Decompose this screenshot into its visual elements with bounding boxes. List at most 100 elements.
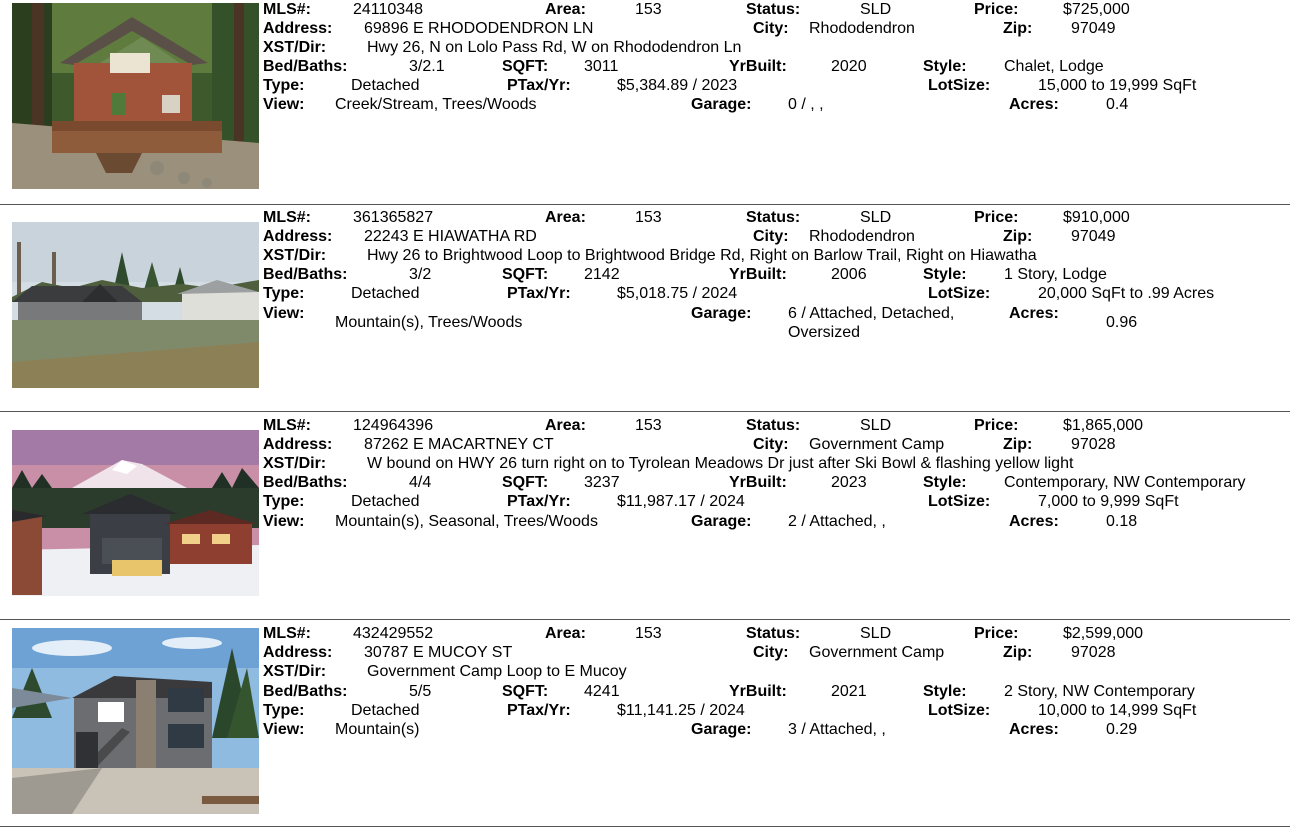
mls-number: 24110348	[353, 1, 423, 18]
xst-label: XST/Dir:	[263, 39, 327, 56]
zip-value: 97049	[1071, 20, 1116, 37]
garage-value: 2 / Attached, ,	[788, 513, 886, 530]
zip-label: Zip:	[1003, 436, 1033, 453]
city-value: Government Camp	[809, 644, 945, 661]
area-label: Area:	[545, 417, 586, 434]
type-value: Detached	[351, 493, 420, 510]
address-label: Address:	[263, 20, 333, 37]
type-label: Type:	[263, 77, 305, 94]
type-value: Detached	[351, 77, 420, 94]
style-label: Style:	[923, 266, 967, 283]
xst-label: XST/Dir:	[263, 663, 327, 680]
xst-value: Hwy 26 to Brightwood Loop to Brightwood …	[367, 247, 1037, 264]
bed-baths-label: Bed/Baths:	[263, 266, 348, 283]
mls-number: 124964396	[353, 417, 434, 434]
lot-size-label: LotSize:	[928, 493, 991, 510]
ptax-value: $5,384.89 / 2023	[617, 77, 738, 94]
listing-card: MLS#: 432429552 Area: 153 Status: SLD Pr…	[0, 624, 1290, 828]
zip-value: 97028	[1071, 644, 1116, 661]
style-label: Style:	[923, 683, 967, 700]
ptax-label: PTax/Yr:	[507, 702, 571, 719]
xst-label: XST/Dir:	[263, 247, 327, 264]
address-label: Address:	[263, 644, 333, 661]
status-label: Status:	[746, 625, 801, 642]
mls-label: MLS#:	[263, 1, 311, 18]
view-label: View:	[263, 721, 305, 738]
view-value: Mountain(s)	[335, 721, 420, 738]
lot-size-value: 10,000 to 14,999 SqFt	[1038, 702, 1197, 719]
garage-label: Garage:	[691, 513, 752, 530]
garage-value: 0 / , ,	[788, 96, 824, 113]
zip-value: 97028	[1071, 436, 1116, 453]
status-label: Status:	[746, 417, 801, 434]
xst-value: Government Camp Loop to E Mucoy	[367, 663, 627, 680]
bed-baths-value: 5/5	[409, 683, 432, 700]
sqft-value: 3011	[584, 58, 619, 75]
price-value: $1,865,000	[1063, 417, 1144, 434]
price-label: Price:	[974, 209, 1019, 226]
type-label: Type:	[263, 702, 305, 719]
yr-built-value: 2006	[831, 266, 867, 283]
property-photo[interactable]	[12, 628, 259, 814]
garage-label: Garage:	[691, 96, 752, 113]
view-label: View:	[263, 305, 305, 322]
lot-size-label: LotSize:	[928, 285, 991, 302]
price-label: Price:	[974, 417, 1019, 434]
listing-divider	[0, 204, 1290, 205]
status-label: Status:	[746, 209, 801, 226]
acres-label: Acres:	[1009, 721, 1059, 738]
price-value: $910,000	[1063, 209, 1130, 226]
address-value: 87262 E MACARTNEY CT	[364, 436, 554, 453]
zip-label: Zip:	[1003, 20, 1033, 37]
status-label: Status:	[746, 1, 801, 18]
type-label: Type:	[263, 493, 305, 510]
property-photo[interactable]	[12, 222, 259, 388]
address-value: 22243 E HIAWATHA RD	[364, 228, 537, 245]
ptax-value: $11,987.17 / 2024	[617, 493, 745, 510]
view-label: View:	[263, 513, 305, 530]
xst-label: XST/Dir:	[263, 455, 327, 472]
status-value: SLD	[860, 625, 892, 642]
yr-built-value: 2020	[831, 58, 867, 75]
price-label: Price:	[974, 1, 1019, 18]
sqft-value: 3237	[584, 474, 620, 491]
lot-size-value: 20,000 SqFt to .99 Acres	[1038, 285, 1215, 302]
mls-label: MLS#:	[263, 417, 311, 434]
address-value: 30787 E MUCOY ST	[364, 644, 513, 661]
zip-label: Zip:	[1003, 644, 1033, 661]
garage-value: 6 / Attached, Detached, Oversized	[788, 305, 955, 341]
mls-label: MLS#:	[263, 625, 311, 642]
listing-divider	[0, 826, 1290, 827]
listing-divider	[0, 619, 1290, 620]
zip-value: 97049	[1071, 228, 1116, 245]
city-label: City:	[753, 20, 789, 37]
bed-baths-label: Bed/Baths:	[263, 474, 348, 491]
lot-size-label: LotSize:	[928, 77, 991, 94]
city-label: City:	[753, 228, 789, 245]
view-label: View:	[263, 96, 305, 113]
zip-label: Zip:	[1003, 228, 1033, 245]
bed-baths-value: 3/2	[409, 266, 432, 283]
sqft-label: SQFT:	[502, 683, 549, 700]
price-label: Price:	[974, 625, 1019, 642]
city-value: Rhododendron	[809, 20, 915, 37]
ptax-label: PTax/Yr:	[507, 285, 571, 302]
ptax-label: PTax/Yr:	[507, 77, 571, 94]
snowy-contemporary-photo	[12, 430, 259, 596]
mls-number: 361365827	[353, 209, 434, 226]
garage-label: Garage:	[691, 721, 752, 738]
view-value: Creek/Stream, Trees/Woods	[335, 96, 537, 113]
area-value: 153	[635, 625, 662, 642]
acres-label: Acres:	[1009, 305, 1059, 322]
bed-baths-value: 3/2.1	[409, 58, 445, 75]
type-label: Type:	[263, 285, 305, 302]
city-label: City:	[753, 436, 789, 453]
sqft-value: 2142	[584, 266, 620, 283]
yr-built-label: YrBuilt:	[729, 58, 787, 75]
ptax-value: $5,018.75 / 2024	[617, 285, 738, 302]
property-photo[interactable]	[12, 430, 259, 596]
view-value: Mountain(s), Seasonal, Trees/Woods	[335, 513, 598, 530]
status-value: SLD	[860, 417, 892, 434]
area-value: 153	[635, 1, 662, 18]
property-photo[interactable]	[12, 3, 259, 189]
